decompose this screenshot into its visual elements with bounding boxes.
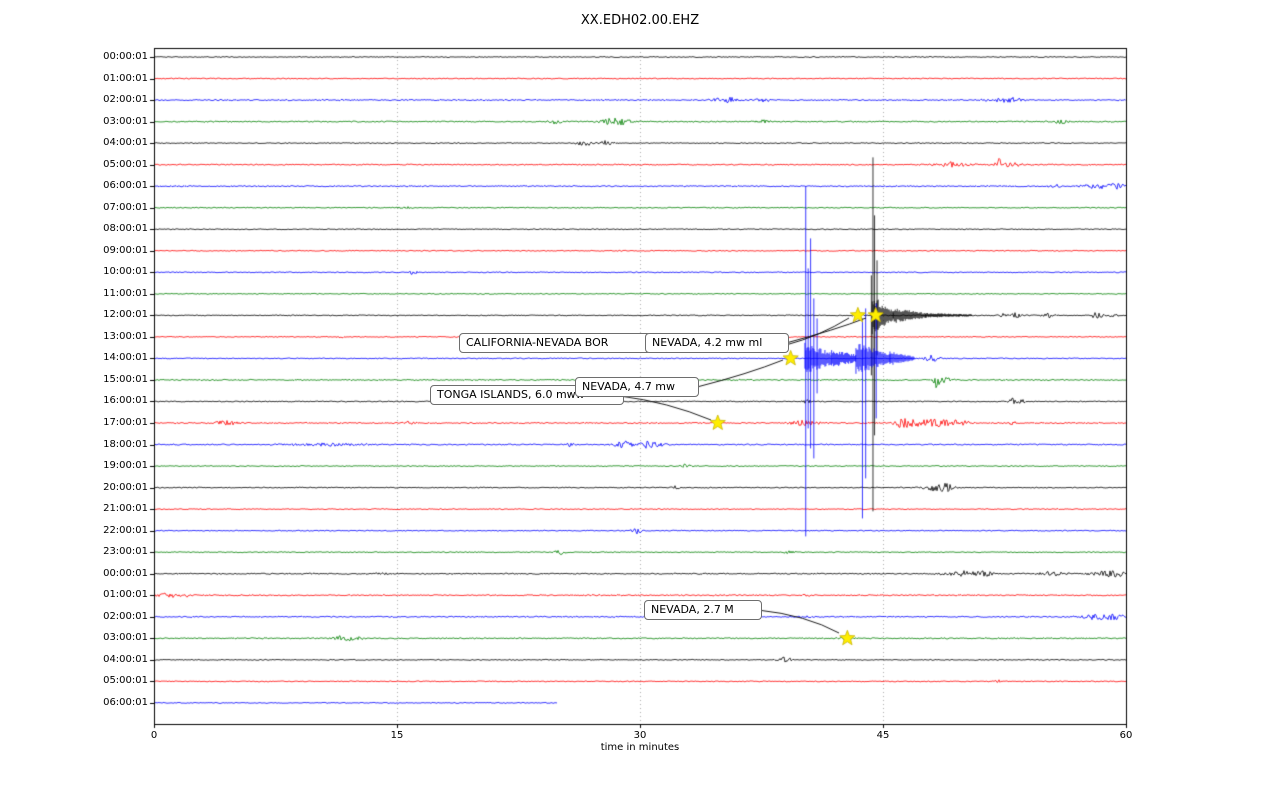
- event-annotation: NEVADA, 4.2 mw ml: [645, 333, 789, 353]
- row-time-label: 04:00:01: [103, 137, 148, 149]
- row-time-label: 11:00:01: [103, 287, 148, 299]
- row-time-label: 06:00:01: [103, 180, 148, 192]
- row-time-label: 03:00:01: [103, 632, 148, 644]
- x-tick-label: 60: [1119, 730, 1133, 741]
- row-time-label: 04:00:01: [103, 653, 148, 665]
- row-time-label: 01:00:01: [103, 589, 148, 601]
- row-time-label: 15:00:01: [103, 373, 148, 385]
- x-tick-label: 15: [390, 730, 404, 741]
- plot-title: XX.EDH02.00.EHZ: [580, 13, 700, 28]
- row-time-label: 08:00:01: [103, 223, 148, 235]
- row-time-label: 10:00:01: [103, 266, 148, 278]
- row-time-label: 05:00:01: [103, 158, 148, 170]
- row-time-label: 00:00:01: [103, 51, 148, 62]
- x-tick-label: 45: [876, 730, 890, 741]
- row-time-label: 02:00:01: [103, 94, 148, 106]
- row-time-label: 06:00:01: [103, 696, 148, 708]
- row-time-label: 17:00:01: [103, 417, 148, 428]
- row-time-label: 14:00:01: [103, 352, 148, 364]
- row-time-label: 19:00:01: [103, 460, 148, 472]
- event-annotation: NEVADA, 4.7 mw: [575, 377, 699, 397]
- row-time-label: 03:00:01: [103, 115, 148, 127]
- row-time-label: 02:00:01: [103, 610, 148, 622]
- event-annotation: NEVADA, 2.7 M: [644, 600, 762, 620]
- row-time-label: 07:00:01: [103, 201, 148, 213]
- row-time-label: 23:00:01: [103, 546, 148, 558]
- row-time-label: 16:00:01: [103, 395, 148, 407]
- row-time-label: 21:00:01: [103, 503, 148, 515]
- row-time-label: 00:00:01: [103, 567, 148, 579]
- row-time-label: 20:00:01: [103, 481, 148, 493]
- row-time-label: 22:00:01: [103, 524, 148, 536]
- x-axis-label: time in minutes: [600, 742, 680, 753]
- row-time-label: 05:00:01: [103, 675, 148, 687]
- x-tick-label: 30: [633, 730, 647, 741]
- event-annotation: CALIFORNIA-NEVADA BOR: [459, 333, 651, 353]
- row-time-label: 09:00:01: [103, 244, 148, 256]
- row-time-label: 13:00:01: [103, 330, 148, 342]
- row-time-label: 01:00:01: [103, 72, 148, 84]
- x-tick-label: 0: [150, 730, 158, 741]
- row-time-label: 12:00:01: [103, 309, 148, 321]
- row-time-label: 18:00:01: [103, 438, 148, 450]
